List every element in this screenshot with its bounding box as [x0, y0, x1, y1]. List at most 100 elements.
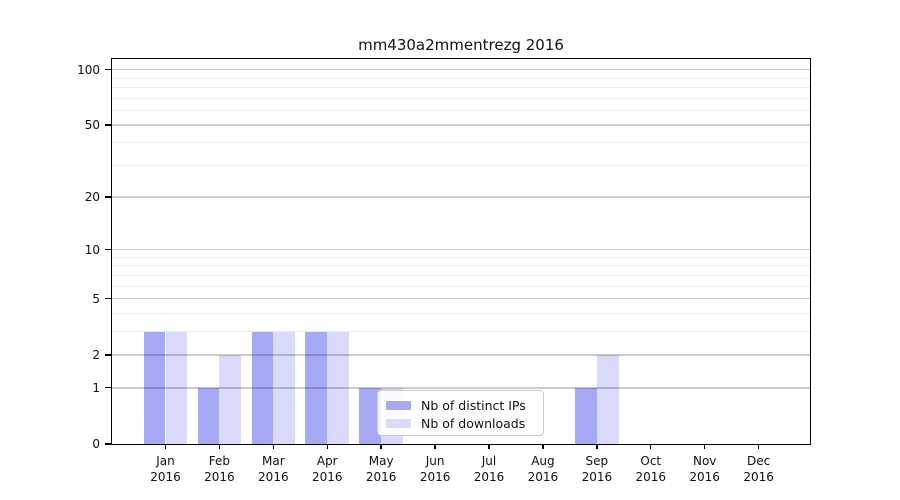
x-tick-year: 2016: [311, 470, 343, 484]
y-tick-label: 0: [92, 437, 100, 451]
x-tick-mark: [596, 444, 598, 449]
y-tick-label: 1: [92, 380, 100, 395]
y-tick-mark: [105, 443, 111, 445]
x-tick-label: Dec 2016: [727, 453, 791, 485]
bar-distinct-ips-mar: [251, 331, 274, 444]
x-tick-month: Jun: [425, 454, 445, 468]
y-tick-label: 100: [77, 62, 100, 77]
x-tick-month: Sep: [585, 454, 609, 468]
x-tick-year: 2016: [635, 470, 667, 484]
gridline-minor: [112, 285, 810, 287]
x-tick-label: Aug 2016: [511, 453, 575, 485]
x-tick-mark: [380, 444, 382, 449]
gridline-major: [112, 124, 810, 126]
bar-downloads-mar: [273, 331, 296, 444]
x-tick-month: Mar: [262, 454, 285, 468]
bar-downloads-feb: [219, 354, 242, 444]
x-tick-mark: [434, 444, 436, 449]
gridline-minor: [112, 265, 810, 267]
bar-downloads-jan: [165, 331, 188, 444]
x-tick-label: Apr 2016: [295, 453, 359, 485]
y-tick-label: 20: [84, 190, 100, 205]
y-tick-label: 2: [92, 347, 100, 362]
x-tick-label: May 2016: [349, 453, 413, 485]
y-tick-label: 5: [92, 291, 100, 306]
x-tick-mark: [757, 444, 760, 449]
x-tick-year: 2016: [743, 470, 774, 484]
legend-label-downloads: Nb of downloads: [421, 415, 526, 431]
bar-distinct-ips-sep: [575, 387, 597, 444]
gridline-minor: [112, 165, 810, 167]
gridline-minor: [112, 77, 810, 79]
x-tick-year: 2016: [689, 470, 720, 484]
x-tick-month: Aug: [531, 454, 555, 468]
gridline-major: [112, 354, 810, 356]
y-tick-mark: [105, 196, 111, 198]
x-tick-label: Nov 2016: [673, 453, 737, 485]
gridline-minor: [112, 274, 810, 276]
legend: Nb of distinct IPs Nb of downloads: [377, 390, 544, 436]
bar-distinct-ips-may: [359, 387, 382, 444]
bar-distinct-ips-feb: [197, 387, 220, 444]
x-tick-month: Apr: [316, 454, 338, 468]
bar-distinct-ips-apr: [305, 331, 328, 444]
y-tick-mark: [105, 297, 111, 300]
legend-swatch-distinct-ips: [386, 400, 411, 410]
gridline-minor: [112, 97, 810, 99]
legend-swatch-downloads: [386, 418, 411, 428]
x-tick-year: 2016: [473, 470, 505, 484]
bar-downloads-sep: [596, 354, 619, 444]
y-tick-mark: [105, 124, 111, 126]
gridline-major: [112, 248, 810, 251]
y-tick-label: 50: [84, 118, 100, 133]
gridline-minor: [112, 331, 810, 333]
x-tick-month: Jan: [156, 454, 175, 468]
x-tick-label: Jan 2016: [134, 453, 198, 485]
x-tick-mark: [488, 444, 490, 449]
x-tick-mark: [164, 444, 167, 449]
bar-downloads-apr: [327, 331, 350, 444]
bar-distinct-ips-jan: [143, 331, 166, 444]
x-tick-label: Sep 2016: [565, 453, 629, 485]
x-tick-month: Oct: [640, 454, 662, 468]
x-tick-year: 2016: [527, 470, 559, 484]
gridline-major: [112, 196, 810, 198]
gridline-minor: [112, 110, 810, 112]
gridline-minor: [112, 312, 810, 314]
x-tick-mark: [650, 444, 652, 449]
legend-label-distinct-ips: Nb of distinct IPs: [421, 397, 526, 413]
x-tick-mark: [542, 444, 544, 449]
x-tick-mark: [326, 444, 328, 449]
x-tick-month: Nov: [692, 454, 717, 468]
gridline-minor: [112, 142, 810, 144]
x-tick-month: Feb: [208, 454, 231, 468]
x-tick-month: Jul: [481, 454, 497, 468]
gridline-major: [112, 298, 810, 300]
x-tick-year: 2016: [150, 470, 181, 484]
x-tick-year: 2016: [204, 470, 235, 484]
y-tick-mark: [105, 387, 111, 389]
y-tick-mark: [105, 69, 111, 71]
x-tick-mark: [218, 444, 221, 449]
legend-item-downloads: Nb of downloads: [386, 414, 543, 432]
x-tick-label: Jul 2016: [457, 453, 521, 485]
x-tick-month: Dec: [746, 454, 771, 468]
x-tick-year: 2016: [365, 470, 397, 484]
legend-item-distinct-ips: Nb of distinct IPs: [386, 396, 543, 414]
x-tick-label: Oct 2016: [619, 453, 683, 485]
x-tick-year: 2016: [258, 470, 289, 484]
gridline-minor: [112, 256, 810, 258]
gridline-major: [112, 69, 810, 71]
y-tick-label: 10: [84, 242, 100, 257]
y-tick-mark: [105, 248, 111, 251]
x-tick-year: 2016: [419, 470, 451, 484]
gridline-minor: [112, 87, 810, 89]
x-tick-year: 2016: [581, 470, 613, 484]
chart-title: mm430a2mmentrezg 2016: [358, 36, 564, 54]
y-tick-mark: [105, 354, 111, 356]
x-tick-mark: [272, 444, 275, 449]
x-tick-label: Feb 2016: [187, 453, 251, 485]
x-tick-label: Mar 2016: [241, 453, 305, 485]
x-tick-label: Jun 2016: [403, 453, 467, 485]
